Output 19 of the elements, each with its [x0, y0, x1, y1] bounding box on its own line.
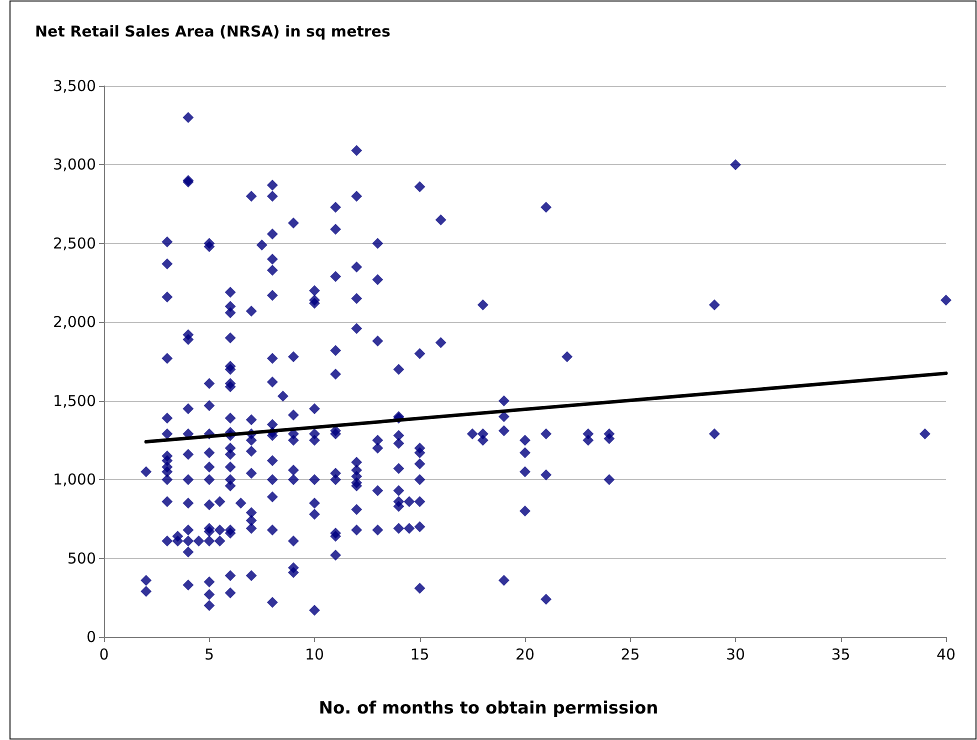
y-tick-label: 0	[86, 628, 96, 646]
x-tick-label: 10	[304, 646, 324, 664]
y-tick-label: 3,000	[53, 156, 96, 174]
x-tick-label: 25	[620, 646, 640, 664]
y-axis-title: Net Retail Sales Area (NRSA) in sq metres	[35, 22, 390, 40]
x-tick-label: 35	[831, 646, 850, 664]
y-tick-label: 1,500	[53, 392, 96, 410]
x-tick-label: 15	[410, 646, 430, 664]
x-tick-label: 5	[204, 646, 214, 664]
y-tick-label: 2,000	[53, 313, 96, 332]
x-tick-label: 0	[99, 646, 109, 664]
x-tick-label: 40	[936, 646, 956, 664]
x-axis-title: No. of months to obtain permission	[318, 698, 658, 718]
y-tick-label: 500	[67, 549, 96, 568]
x-tick-label: 30	[726, 646, 746, 664]
y-tick-label: 2,500	[53, 234, 96, 252]
y-tick-label: 1,000	[53, 470, 96, 489]
y-tick-label: 3,500	[53, 77, 96, 95]
x-tick-label: 20	[515, 646, 535, 664]
